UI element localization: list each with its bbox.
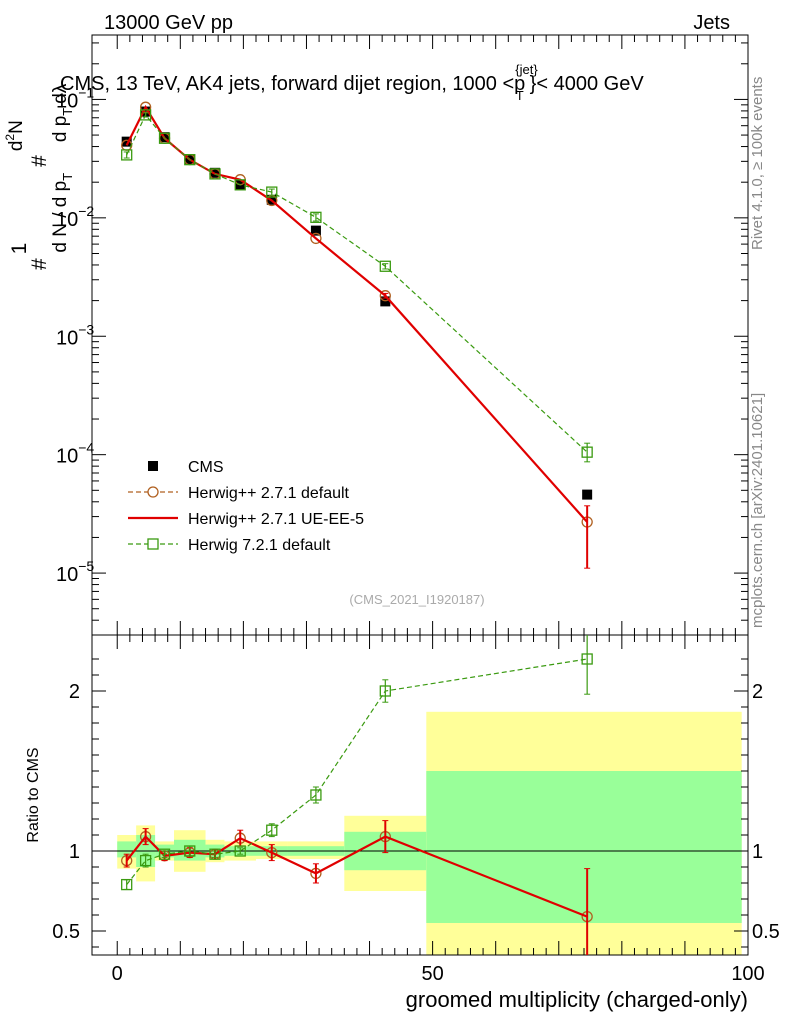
main-y-axis-label: #1 d N / d pT#d2N d pTdλ [3,83,75,270]
ratio-y-tick-label: 0.5 [52,921,80,943]
data-point [139,854,152,867]
ratio-y-tick-label-right: 2 [752,681,763,703]
legend-label: Herwig++ 2.7.1 UE-EE-5 [188,511,364,528]
header-right: Jets [693,12,730,34]
data-point [379,685,391,697]
ratio-y-tick-label: 1 [69,841,80,863]
ratio-y-tick-label: 2 [69,681,80,703]
main-series [121,101,593,569]
band-inner-9 [426,771,742,923]
main-y-tick-label: 10−4 [56,440,94,468]
ratio-series [121,635,593,955]
x-tick-label: 50 [421,963,443,985]
data-point [121,136,132,147]
series-cms [121,106,593,500]
legend: CMS Herwig++ 2.7.1 default Herwig++ 2.7.1 … [128,459,364,554]
data-point [234,845,246,857]
data-point [184,845,196,857]
main-y-tick-label: 10−2 [56,203,94,231]
main-y-tick-label: 10−5 [56,558,94,586]
legend-label: Herwig 7.2.1 default [188,537,331,554]
legend-marker [147,538,159,550]
data-point [139,109,152,121]
ratio-y-tick-label-right: 0.5 [752,921,780,943]
data-point [310,211,322,223]
data-point [266,824,278,836]
x-axis-label: groomed multiplicity (charged-only) [406,987,748,1012]
series-line [125,834,588,918]
data-point [266,186,278,198]
legend-label: CMS [188,459,224,476]
main-y-axis-label-text: #1 d N / d pT#d2N d pTdλ [3,83,75,270]
series-line [126,658,588,885]
series-line [126,113,588,453]
data-point [310,225,321,236]
ratio-y-tick-label-right: 1 [752,841,763,863]
mcplots-label: mcplots.cern.ch [arXiv:2401.10621] [749,393,766,628]
header-left: 13000 GeV pp [104,12,233,34]
data-point [379,260,391,272]
chart-title: CMS, 13 TeV, AK4 jets, forward dijet reg… [60,62,644,103]
series-herwig-7-2-1-default [121,109,593,463]
data-point [184,154,196,166]
data-point [582,489,593,500]
analysis-tag: (CMS_2021_I1920187) [349,592,484,607]
ratio-y-axis-label: Ratio to CMS [25,747,42,842]
data-point [209,848,221,860]
data-point [139,101,152,113]
rivet-version-label: Rivet 4.1.0, ≥ 100k events [749,77,766,250]
x-tick-label: 0 [112,963,123,985]
axis-ticks [92,35,749,955]
data-point [380,296,391,307]
main-y-tick-label: 10−3 [56,321,94,349]
data-point [310,232,322,245]
data-point [379,290,391,302]
series-herwig-2-7-1-ue-ee-5 [125,104,591,569]
x-tick-label: 100 [731,963,764,985]
data-point [581,446,593,458]
tick-labels: 10−5 10−4 10−3 10−2 10−1 0 50 100 0.5 0.5 1 1 2 2 [52,84,780,985]
series-herwig-7-2-1-default [121,635,593,891]
legend-marker [147,486,159,498]
data-point [310,789,322,801]
data-point [121,149,133,161]
data-point [209,168,221,180]
data-point [121,878,133,891]
legend-label: Herwig++ 2.7.1 default [188,485,350,502]
data-point [234,179,246,191]
data-point [158,132,171,144]
data-point [158,848,171,860]
ratio-uncertainty-bands [117,711,742,955]
series-line [125,104,588,523]
data-point [581,653,593,665]
legend-marker [148,461,158,471]
main-y-tick-label: 10−1 [56,84,94,112]
